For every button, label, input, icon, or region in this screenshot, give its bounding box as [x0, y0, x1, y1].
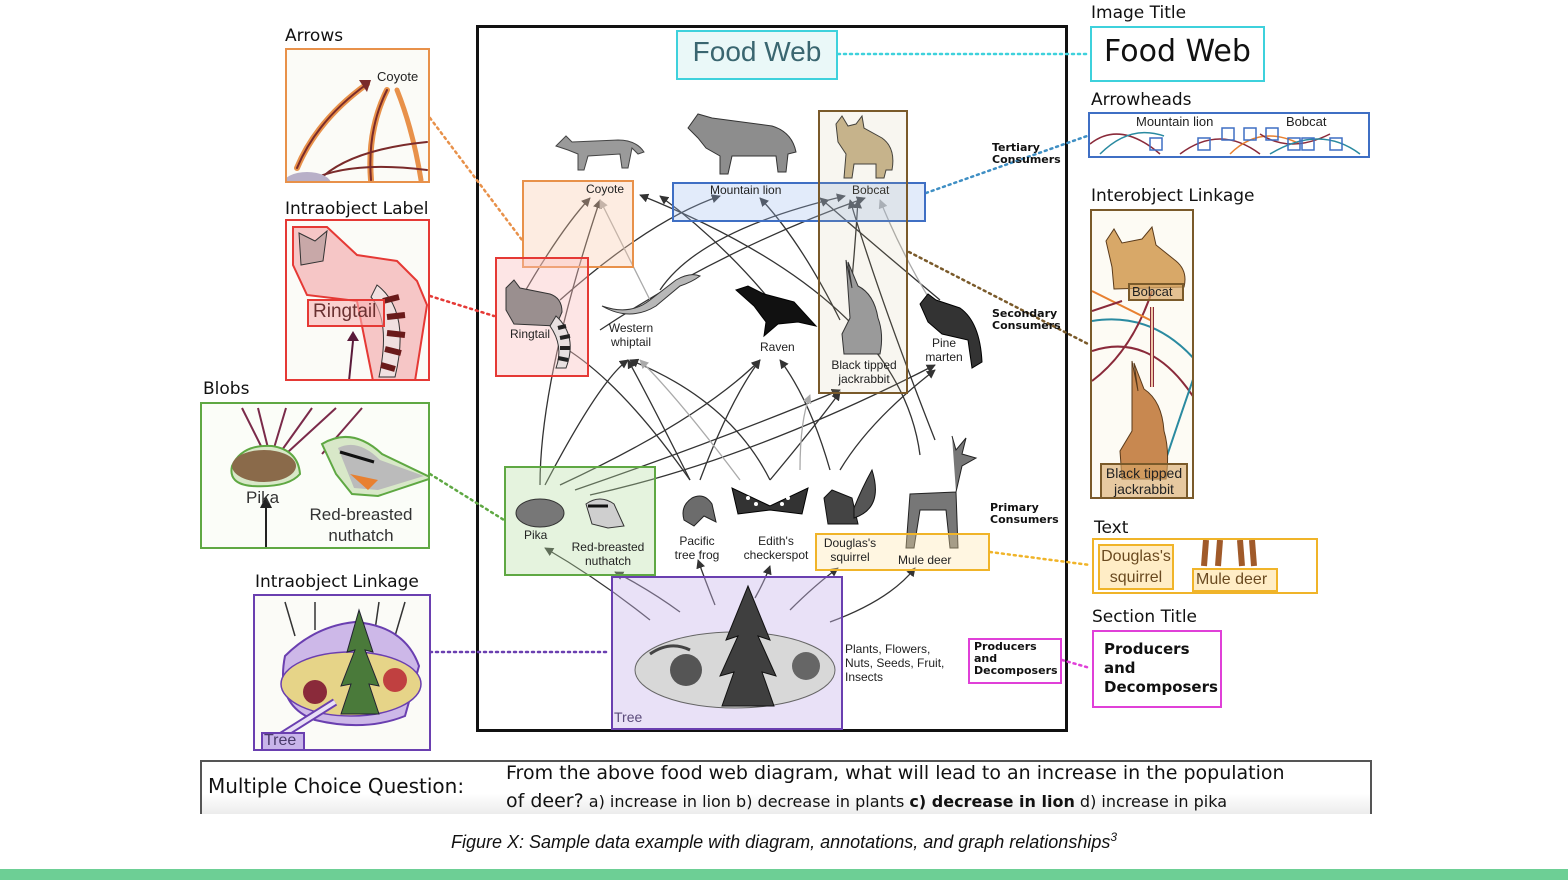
- interobject-linkage-panel: Bobcat Black tipped jackrabbit: [1090, 209, 1194, 499]
- pine-marten-label: Pine marten: [925, 336, 963, 364]
- blobs-heading: Blobs: [203, 379, 250, 399]
- text-deer-box: [1192, 568, 1278, 592]
- squirrel-illustration: [818, 468, 884, 532]
- western-whiptail-illustration: [600, 266, 704, 320]
- blobs-panel: Pika Red-breasted nuthatch: [200, 402, 430, 549]
- ringtail-label-box: [307, 299, 385, 327]
- text-deer: Mule deer: [1196, 571, 1268, 588]
- mountain-lion-label: Mountain lion: [710, 183, 782, 197]
- blobs-nuthatch-text: Red-breasted nuthatch: [309, 505, 413, 545]
- footer-accent-bar: [0, 869, 1568, 880]
- text-heading: Text: [1094, 518, 1129, 538]
- squirrel-label: Douglas's squirrel: [823, 536, 877, 564]
- question-label: Multiple Choice Question:: [208, 774, 465, 798]
- coyote-box: [522, 180, 634, 268]
- arrowheads-heading: Arrowheads: [1091, 90, 1192, 110]
- arrows-panel: Coyote: [285, 48, 430, 183]
- mule-deer-label: Mule deer: [898, 553, 952, 567]
- section-label-tertiary: Tertiary Consumers: [992, 141, 1061, 166]
- multiple-choice-question: Multiple Choice Question: From the above…: [200, 760, 1372, 814]
- interobject-bobcat-text: Bobcat: [1132, 284, 1173, 299]
- arrowheads-bobcat-text: Bobcat: [1286, 114, 1327, 129]
- raven-label: Raven: [760, 340, 795, 354]
- coyote-illustration: [548, 128, 648, 172]
- intraobject-linkage-panel: Tree: [253, 594, 431, 751]
- option-d: d) increase in pika: [1079, 792, 1227, 811]
- raven-illustration: [734, 282, 818, 338]
- arrowheads-panel: Mountain lion Bobcat: [1088, 112, 1370, 158]
- bobcat-label: Bobcat: [852, 183, 890, 197]
- intraobject-linkage-heading: Intraobject Linkage: [255, 572, 419, 592]
- checkerspot-illustration: [728, 484, 812, 530]
- intraobject-label-sample-text: Ringtail: [313, 301, 377, 322]
- interobject-linkage-heading: Interobject Linkage: [1091, 186, 1255, 206]
- text-panel: Douglas's squirrel Mule deer: [1092, 538, 1318, 594]
- western-whiptail-label: Western whiptail: [608, 321, 654, 349]
- tree-label-box: [261, 732, 305, 749]
- figure-caption: Figure X: Sample data example with diagr…: [0, 830, 1568, 853]
- producers-section-box: [968, 638, 1062, 684]
- caption-text: Figure X: Sample data example with diagr…: [450, 832, 1111, 852]
- option-a: a) increase in lion: [588, 792, 731, 811]
- pine-marten-illustration: [916, 292, 990, 370]
- pika-label: Pika: [524, 528, 548, 542]
- food-web-title: Food Web: [692, 36, 822, 67]
- ringtail-label: Ringtail: [510, 327, 551, 341]
- interobject-jackrabbit-box: [1100, 463, 1188, 497]
- section-label-producers: Producers and Decomposers: [974, 640, 1058, 677]
- primary-text-box: [815, 533, 990, 571]
- arrowheads-lion-text: Mountain lion: [1136, 114, 1214, 129]
- arrows-sample-text: Coyote: [377, 69, 419, 84]
- caption-superscript: 3: [1110, 830, 1118, 844]
- intraobject-linkage-sample-text: Tree: [264, 732, 297, 749]
- checkerspot-label: Edith's checkerspot: [743, 534, 809, 562]
- section-label-secondary: Secondary Consumers: [992, 307, 1061, 332]
- producers-illustration: [630, 580, 860, 710]
- text-squirrel: Douglas's squirrel: [1101, 548, 1171, 586]
- section-title-heading: Section Title: [1092, 607, 1197, 627]
- mountain-lion-illustration: [682, 108, 802, 178]
- ringtail-illustration: [500, 276, 584, 372]
- interobject-bobcat-box: [1128, 283, 1184, 301]
- question-line-1: From the above food web diagram, what wi…: [506, 762, 1285, 784]
- pika-illustration: [514, 496, 566, 528]
- option-b: b) decrease in plants: [736, 792, 905, 811]
- section-title-sample-text: Producers and Decomposers: [1104, 640, 1218, 696]
- section-label-primary: Primary Consumers: [990, 501, 1059, 526]
- image-title-heading: Image Title: [1091, 3, 1187, 23]
- blobs-pika-text: Pika: [246, 488, 280, 507]
- coyote-label: Coyote: [586, 182, 625, 196]
- interobject-jackrabbit-text: Black tipped jackrabbit: [1105, 465, 1183, 497]
- image-title-panel: [1090, 26, 1265, 82]
- nuthatch-label: Red-breasted nuthatch: [571, 540, 645, 568]
- image-title-sample-text: Food Web: [1104, 34, 1251, 69]
- arrows-heading: Arrows: [285, 26, 344, 46]
- plants-label: Plants, Flowers, Nuts, Seeds, Fruit, Ins…: [845, 642, 945, 684]
- tree-frog-illustration: [676, 486, 720, 530]
- option-c: c) decrease in lion: [909, 792, 1075, 811]
- jackrabbit-illustration: [834, 258, 892, 356]
- section-title-panel: [1092, 630, 1222, 708]
- tree-frog-label: Pacific tree frog: [674, 534, 720, 562]
- nuthatch-illustration: [582, 494, 626, 538]
- text-squirrel-box: [1098, 544, 1174, 590]
- bobcat-illustration: [826, 114, 900, 180]
- question-line-2: of deer? a) increase in lion b) decrease…: [506, 790, 1227, 812]
- intraobject-label-heading: Intraobject Label: [285, 199, 429, 219]
- tertiary-consumers-box: [672, 182, 926, 222]
- tree-label: Tree: [614, 709, 643, 725]
- mule-deer-illustration: [896, 432, 986, 552]
- question-line-2-start: of deer?: [506, 790, 584, 812]
- food-web-title-box: [676, 30, 838, 80]
- intraobject-label-panel: Ringtail: [285, 219, 430, 381]
- jackrabbit-label: Black tipped jackrabbit: [831, 358, 897, 386]
